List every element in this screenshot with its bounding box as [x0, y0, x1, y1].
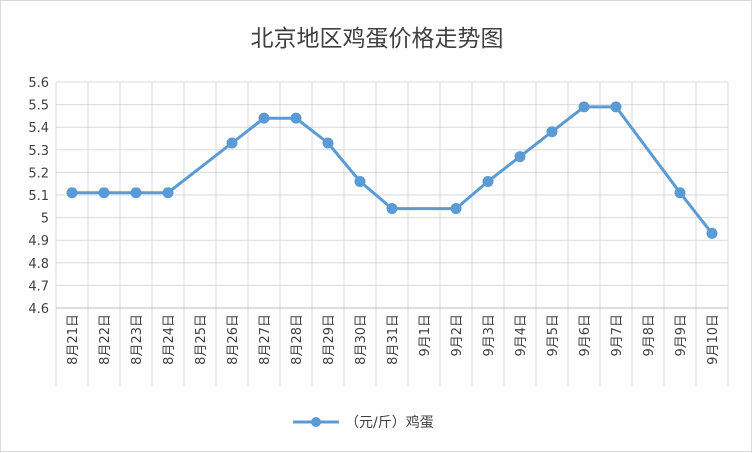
x-tick-label: 8月25日	[194, 314, 209, 365]
y-axis: 4.6 4.7 4.8 4.9 5 5.1 5.2 5.3 5.4 5.5 5.6	[28, 76, 49, 317]
y-tick-label: 5	[41, 212, 49, 227]
y-tick-label: 4.8	[28, 257, 49, 272]
data-point[interactable]	[226, 137, 238, 149]
x-tick-label: 8月27日	[258, 314, 273, 365]
x-tick-label: 9月1日	[418, 314, 433, 357]
x-tick-label: 9月7日	[610, 314, 625, 357]
y-tick-label: 5.5	[28, 99, 49, 114]
data-point[interactable]	[610, 101, 622, 113]
data-point[interactable]	[578, 101, 590, 113]
x-tick-label: 9月5日	[546, 314, 561, 357]
x-tick-label: 9月8日	[642, 314, 657, 357]
data-point[interactable]	[354, 175, 366, 187]
chart-title: 北京地区鸡蛋价格走势图	[251, 26, 504, 52]
data-point[interactable]	[674, 187, 686, 199]
legend-marker-icon	[311, 417, 321, 427]
data-point[interactable]	[706, 227, 718, 239]
x-tick-label: 9月2日	[450, 314, 465, 357]
x-tick-label: 8月31日	[386, 314, 401, 365]
x-tick-label: 8月23日	[130, 314, 145, 365]
x-tick-label: 8月22日	[98, 314, 113, 365]
data-point[interactable]	[66, 187, 78, 199]
data-point[interactable]	[482, 175, 494, 187]
x-tick-label: 9月10日	[706, 314, 721, 365]
y-tick-label: 5.1	[28, 189, 49, 204]
x-tick-label: 9月4日	[514, 314, 529, 357]
x-tick-label: 9月6日	[578, 314, 593, 357]
data-point[interactable]	[514, 151, 526, 163]
data-point[interactable]	[258, 112, 270, 124]
legend: （元/斤）鸡蛋	[293, 414, 434, 431]
data-point[interactable]	[450, 203, 462, 215]
series-layer	[66, 101, 718, 239]
x-tick-label: 8月26日	[226, 314, 241, 365]
legend-label: （元/斤）鸡蛋	[345, 414, 434, 431]
data-point[interactable]	[322, 137, 334, 149]
y-tick-label: 5.2	[28, 166, 49, 181]
gridlines	[55, 81, 729, 309]
x-tick-label: 9月9日	[674, 314, 689, 357]
data-point[interactable]	[546, 126, 558, 138]
y-tick-label: 4.6	[28, 302, 49, 317]
data-point[interactable]	[162, 187, 174, 199]
y-tick-label: 5.4	[28, 121, 49, 136]
x-tick-label: 8月30日	[354, 314, 369, 365]
data-point[interactable]	[130, 187, 142, 199]
y-tick-label: 5.6	[28, 76, 49, 91]
x-tick-label: 8月28日	[290, 314, 305, 365]
x-tick-label: 8月21日	[66, 314, 81, 365]
y-tick-label: 5.3	[28, 144, 49, 159]
data-point[interactable]	[386, 203, 398, 215]
series-line	[72, 105, 714, 235]
data-point[interactable]	[290, 112, 302, 124]
x-tick-label: 8月24日	[162, 314, 177, 365]
y-tick-label: 4.9	[28, 234, 49, 249]
x-tick-label: 8月29日	[322, 314, 337, 365]
data-point[interactable]	[98, 187, 110, 199]
y-tick-label: 4.7	[28, 279, 49, 294]
x-tick-label: 9月3日	[482, 314, 497, 357]
x-axis: 8月21日 8月22日 8月23日 8月24日 8月25日 8月26日 8月27日 8月28日…	[55, 307, 729, 387]
